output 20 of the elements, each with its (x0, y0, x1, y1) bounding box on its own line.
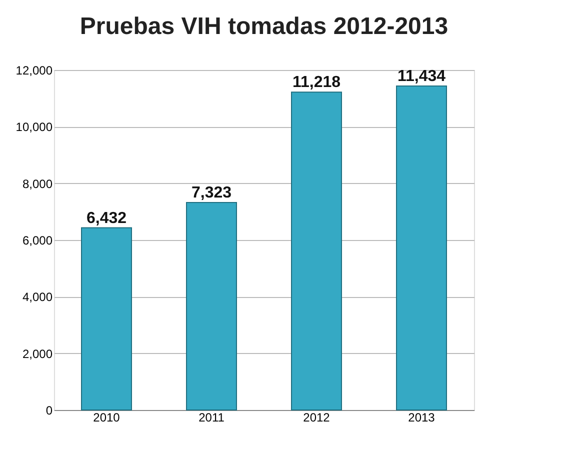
x-tick-label: 2012 (303, 410, 330, 424)
y-tick-label: 4,000 (22, 290, 53, 304)
x-tick-label: 2011 (198, 410, 225, 424)
bar (291, 92, 342, 410)
x-tick-label: 2010 (93, 410, 120, 424)
y-tick-label: 12,000 (16, 64, 53, 78)
y-tick-label: 0 (46, 404, 53, 418)
y-tick-label: 10,000 (16, 120, 53, 134)
y-tick-label: 6,000 (22, 234, 53, 248)
data-label: 11,434 (397, 68, 446, 86)
bar (186, 202, 237, 410)
data-label: 6,432 (86, 210, 127, 227)
x-tick-label: 2013 (408, 410, 436, 424)
bar (396, 86, 447, 410)
chart-title: Pruebas VIH tomadas 2012-2013 (80, 13, 448, 40)
y-tick-label: 8,000 (22, 176, 53, 191)
data-label: 11,218 (292, 74, 341, 92)
bar (81, 227, 132, 410)
data-label: 7,323 (191, 184, 232, 202)
y-tick-label: 2,000 (22, 346, 53, 361)
